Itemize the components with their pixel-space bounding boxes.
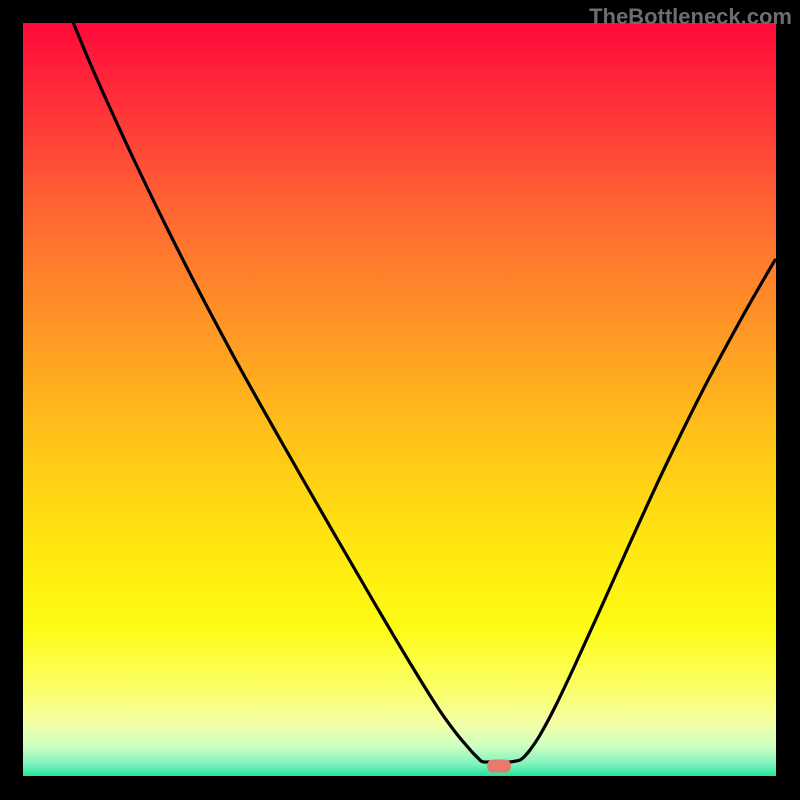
bottleneck-chart: TheBottleneck.com — [0, 0, 800, 800]
plot-background — [23, 23, 776, 776]
chart-svg — [0, 0, 800, 800]
bottleneck-minimum-marker — [487, 760, 511, 773]
watermark-text: TheBottleneck.com — [589, 4, 792, 30]
